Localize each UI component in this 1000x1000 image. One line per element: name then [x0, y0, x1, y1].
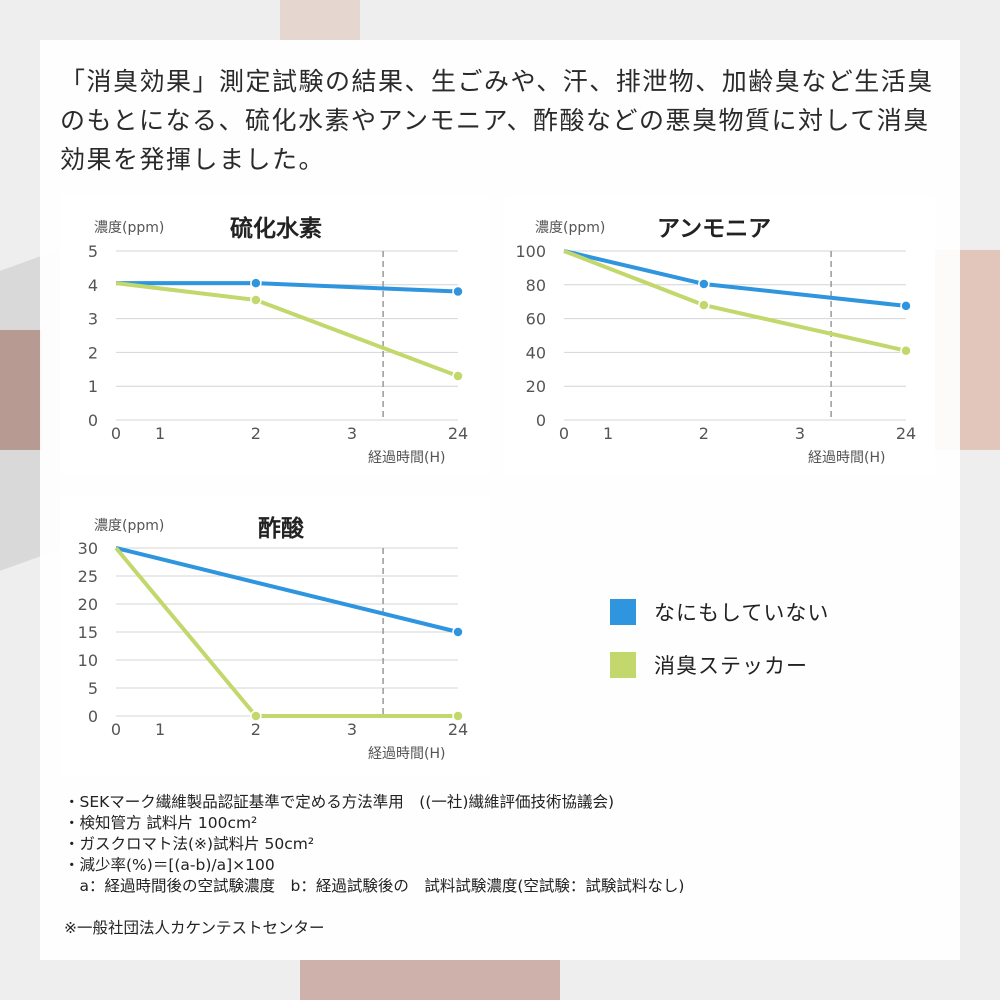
data-point-none [698, 278, 710, 290]
chart-plot: 0 20 40 60 80 100 0 1 2 3 24 [515, 242, 916, 443]
y-tick-label: 100 [515, 242, 546, 261]
x-tick-label: 3 [347, 720, 357, 739]
data-point-sticker [250, 710, 262, 722]
chart-title: 酢酸 [258, 516, 304, 542]
y-tick-label: 3 [88, 310, 98, 329]
x-axis-label: 経過時間(H) [808, 450, 886, 466]
x-tick-label: 2 [251, 720, 261, 739]
data-point-sticker [250, 294, 262, 306]
series-line-none [563, 249, 907, 308]
data-point-none [900, 300, 912, 312]
note-line: a：経過時間後の空試験濃度 b：経過試験後の 試料試験濃度(空試験：試験試料なし… [64, 877, 685, 895]
y-tick-label: 4 [88, 276, 98, 295]
y-tick-label: 0 [88, 411, 98, 430]
chart-acetic-acid: 0 5 10 15 20 25 30 0 1 2 3 24 濃度(ppm) 酢酸 経過時間(H) [60, 495, 490, 775]
x-tick-label: 24 [448, 424, 468, 443]
x-tick-label: 24 [896, 424, 916, 443]
legend-item-sticker: 消臭ステッカー [610, 651, 829, 679]
chart-plot: 0 5 10 15 20 25 30 0 1 2 3 24 [78, 539, 469, 739]
note-line [64, 897, 684, 918]
note-line: ・SEKマーク繊維製品認証基準で定める方法準用 ((一社)繊維評価技術協議会) [64, 793, 614, 811]
series-line-none [115, 546, 459, 634]
x-tick-label: 1 [603, 424, 613, 443]
x-tick-label: 2 [251, 424, 261, 443]
bg-shape [280, 0, 360, 40]
y-axis-label: 濃度(ppm) [94, 518, 165, 534]
y-tick-label: 0 [88, 707, 98, 726]
y-tick-label: 80 [526, 276, 546, 295]
y-tick-label: 15 [78, 623, 98, 642]
note-line: ※一般社団法人カケンテストセンター [64, 919, 325, 937]
data-point-none [250, 277, 262, 289]
x-tick-label: 1 [155, 424, 165, 443]
data-point-sticker [900, 344, 912, 357]
x-tick-label: 2 [699, 424, 709, 443]
y-tick-label: 20 [526, 377, 546, 396]
x-tick-label: 0 [111, 720, 121, 739]
notes: ・SEKマーク繊維製品認証基準で定める方法準用 ((一社)繊維評価技術協議会) … [64, 792, 684, 939]
x-tick-label: 3 [795, 424, 805, 443]
chart-ammonia: 0 20 40 60 80 100 0 1 2 3 24 濃度(ppm) アンモニア 経過時間(H) [505, 195, 935, 475]
x-tick-label: 0 [559, 424, 569, 443]
legend-label: なにもしていない [654, 601, 830, 625]
y-tick-label: 30 [78, 539, 98, 558]
note-line: ・減少率(%)＝[(a-b)/a]×100 [64, 856, 275, 874]
y-tick-label: 40 [526, 343, 546, 362]
legend-item-none: なにもしていない [610, 598, 829, 626]
data-point-sticker [452, 370, 464, 382]
chart-title: アンモニア [657, 216, 772, 242]
bg-shape [300, 960, 560, 1000]
y-axis-label: 濃度(ppm) [94, 220, 165, 236]
y-axis-label: 濃度(ppm) [535, 220, 606, 236]
y-tick-label: 5 [88, 242, 98, 261]
data-point-sticker [698, 299, 710, 311]
data-point-sticker [452, 710, 464, 722]
chart-plot: 0 1 2 3 4 5 0 1 2 3 24 [88, 242, 468, 443]
legend-swatch [610, 599, 636, 625]
chart-title: 硫化水素 [230, 216, 322, 242]
y-tick-label: 25 [78, 567, 98, 586]
y-tick-label: 10 [78, 651, 98, 670]
series-line-sticker [115, 281, 459, 378]
legend: なにもしていない 消臭ステッカー [610, 598, 829, 704]
x-tick-label: 24 [448, 720, 468, 739]
chart-hydrogen-sulfide: 0 1 2 3 4 5 0 1 2 3 24 濃度(ppm) 硫化水素 経過時間(H) [60, 195, 490, 475]
data-point-none [452, 626, 464, 638]
intro-text: 「消臭効果」測定試験の結果、生ごみや、汗、排泄物、加齢臭など生活臭のもとになる、… [60, 67, 934, 174]
y-tick-label: 2 [88, 343, 98, 362]
x-tick-label: 0 [111, 424, 121, 443]
note-line: ・検知管方 試料片 100cm² [64, 814, 258, 832]
note-line: ・ガスクロマト法(※)試料片 50cm² [64, 835, 315, 853]
x-axis-label: 経過時間(H) [368, 450, 446, 466]
legend-swatch [610, 652, 636, 678]
y-tick-label: 5 [88, 679, 98, 698]
y-tick-label: 1 [88, 377, 98, 396]
legend-label: 消臭ステッカー [654, 654, 808, 678]
x-axis-label: 経過時間(H) [368, 746, 446, 762]
y-tick-label: 60 [526, 310, 546, 329]
y-tick-label: 0 [536, 411, 546, 430]
x-tick-label: 1 [155, 720, 165, 739]
data-point-none [452, 285, 464, 298]
bg-shape [0, 330, 42, 450]
x-tick-label: 3 [347, 424, 357, 443]
y-tick-label: 20 [78, 595, 98, 614]
